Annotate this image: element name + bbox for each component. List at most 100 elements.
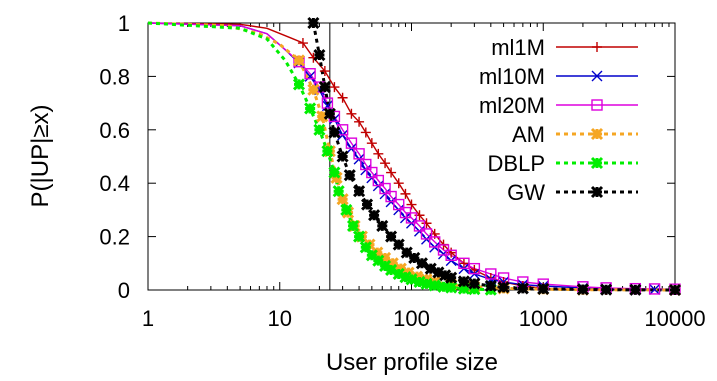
data-point-ml20m: [372, 174, 385, 187]
data-point-gw: [468, 277, 481, 290]
data-point-gw: [432, 266, 445, 279]
data-point-ml20m: [385, 190, 397, 203]
data-point-dblp: [346, 219, 360, 232]
data-point-ml1m: [366, 138, 377, 149]
data-point-ml20m: [429, 236, 441, 248]
data-point-ml1m: [421, 218, 432, 229]
data-point-dblp: [304, 102, 317, 115]
data-point-ml10m: [304, 70, 316, 82]
data-point-ml20m: [345, 137, 358, 149]
data-point-dblp: [328, 166, 341, 179]
data-point-ml1m: [337, 92, 348, 103]
plot-frame: [147, 22, 676, 291]
data-point-dblp: [399, 271, 412, 284]
y-tick-label: 0.2: [99, 225, 130, 250]
data-point-dblp: [292, 78, 306, 91]
data-point-ml1m: [386, 167, 397, 178]
y-tick-label: 0: [118, 278, 130, 303]
data-point-ml1m: [393, 178, 404, 189]
data-point-am: [307, 83, 320, 96]
x-tick-label: 1000: [519, 306, 568, 331]
data-point-dblp: [445, 281, 458, 294]
data-point-am: [386, 257, 399, 270]
x-axis-title: User profile size: [326, 349, 498, 376]
legend-label-ml20m: ml20M: [479, 93, 545, 118]
legend: ml1M ml10M ml20M AM DBLP GW: [479, 35, 638, 205]
legend-label-dblp: DBLP: [488, 151, 545, 176]
data-point-dblp: [340, 203, 353, 216]
data-point-ml20m: [304, 68, 316, 80]
y-tick-label: 0.6: [99, 118, 130, 143]
data-point-gw: [497, 281, 510, 294]
y-axis-title: P(|UP|≥x): [27, 105, 54, 208]
data-point-ml1m: [373, 148, 384, 159]
data-point-ml1m: [360, 127, 371, 138]
data-point-gw: [368, 209, 381, 222]
data-point-gw: [484, 279, 497, 293]
data-point-gw: [323, 107, 336, 120]
data-point-dblp: [353, 230, 366, 243]
data-point-am: [394, 262, 407, 275]
data-point-am: [379, 251, 392, 265]
data-point-am: [371, 246, 384, 259]
data-point-gw: [343, 169, 356, 182]
x-tick-label: 10000: [644, 306, 705, 331]
data-point-dblp: [359, 241, 372, 254]
data-point-dblp: [321, 145, 334, 158]
data-point-ml20m: [405, 212, 418, 224]
data-point-dblp: [457, 282, 470, 295]
y-tick-label: 1: [118, 11, 130, 36]
data-point-gw: [307, 16, 320, 30]
data-point-ml20m: [648, 283, 661, 295]
data-point-gw: [353, 185, 366, 198]
data-point-am: [316, 110, 329, 123]
data-point-gw: [361, 198, 374, 211]
data-point-dblp: [379, 259, 392, 273]
legend-marker-ml1m: [592, 42, 602, 52]
x-tick-label: 10: [268, 306, 292, 331]
data-point-dblp: [392, 267, 405, 281]
legend-label-ml10m: ml10M: [479, 64, 545, 89]
data-point-dblp: [428, 279, 441, 292]
data-point-gw: [668, 283, 682, 297]
data-point-ml20m: [393, 198, 405, 211]
data-point-am: [330, 171, 343, 184]
data-point-ml10m: [649, 283, 661, 295]
data-point-ml20m: [379, 182, 391, 195]
data-point-gw: [313, 48, 326, 62]
legend-label-gw: GW: [507, 180, 545, 205]
data-point-gw: [439, 269, 452, 282]
data-point-gw: [600, 283, 613, 296]
data-point-am: [410, 270, 424, 283]
data-point-dblp: [332, 185, 345, 198]
data-point-ml20m: [321, 97, 334, 109]
data-point-dblp: [385, 263, 398, 277]
data-point-dblp: [372, 254, 385, 267]
y-tick-label: 0.8: [99, 64, 130, 89]
legend-marker-gw: [590, 185, 604, 199]
data-point-ml20m: [420, 228, 433, 240]
x-tick-label: 100: [393, 306, 430, 331]
legend-label-ml1m: ml1M: [491, 35, 545, 60]
data-point-ml20m: [353, 148, 365, 160]
data-point-gw: [576, 283, 589, 296]
series-markers: [292, 16, 682, 297]
data-point-dblp: [405, 273, 418, 286]
data-point-dblp: [413, 275, 426, 289]
data-point-gw: [376, 219, 389, 232]
data-point-gw: [415, 257, 428, 270]
data-point-ml1m: [400, 188, 411, 199]
data-point-am: [336, 193, 349, 206]
data-point-ml20m: [485, 268, 497, 280]
data-point-gw: [457, 275, 470, 288]
data-point-ml20m: [468, 262, 481, 275]
data-point-dblp: [437, 280, 450, 293]
data-point-gw: [516, 282, 529, 295]
data-point-ml20m: [445, 249, 457, 261]
data-point-ml20m: [366, 166, 378, 179]
data-point-gw: [537, 282, 550, 295]
legend-marker-am: [590, 127, 604, 141]
data-point-ml1m: [319, 66, 330, 77]
data-point-dblp: [365, 249, 378, 262]
